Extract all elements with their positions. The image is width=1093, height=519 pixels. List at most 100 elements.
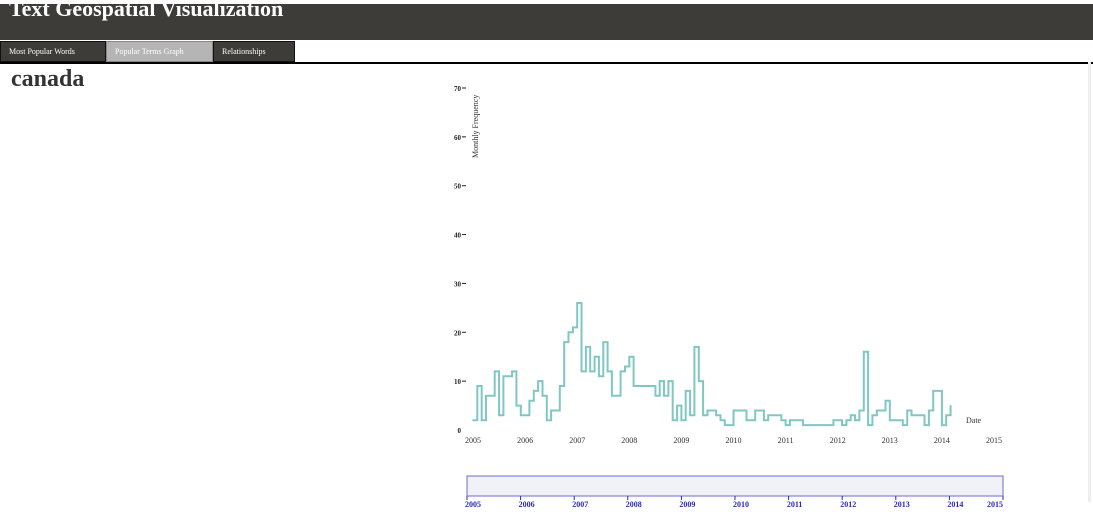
- data-point: [737, 409, 739, 412]
- data-point: [580, 370, 583, 373]
- data-point: [906, 409, 908, 412]
- data-point: [923, 424, 926, 426]
- data-point: [728, 424, 730, 426]
- data-point: [676, 404, 678, 407]
- data-point: [832, 419, 835, 422]
- data-point: [550, 409, 552, 412]
- data-point: [680, 419, 683, 422]
- data-point: [758, 409, 761, 412]
- y-tick-label: 70: [454, 85, 462, 93]
- data-point: [932, 390, 935, 392]
- brush-tick-label: 2014: [947, 500, 963, 509]
- data-point: [641, 385, 644, 387]
- data-point: [489, 395, 492, 397]
- tab-relationships[interactable]: Relationships: [213, 41, 295, 62]
- x-tick-label: 2011: [778, 436, 794, 445]
- x-axis-label: Date: [966, 416, 982, 425]
- data-point: [741, 409, 743, 412]
- data-point: [841, 424, 843, 426]
- data-point: [684, 390, 687, 392]
- data-point: [515, 404, 518, 407]
- data-point: [719, 419, 722, 422]
- data-point: [506, 375, 509, 378]
- data-point: [654, 395, 657, 397]
- data-point: [784, 424, 787, 426]
- data-point: [502, 375, 505, 378]
- data-point: [919, 414, 921, 417]
- data-point: [593, 355, 596, 358]
- brush-tick-label: 2005: [465, 500, 481, 509]
- data-point: [867, 424, 869, 426]
- data-point: [637, 385, 639, 387]
- data-point: [546, 419, 548, 422]
- data-point: [650, 385, 652, 387]
- data-point: [606, 370, 609, 373]
- data-point: [619, 370, 622, 373]
- brush-tick-label: 2008: [626, 500, 642, 509]
- app-header: Text Geospatial Visualization: [0, 0, 1093, 40]
- data-point: [671, 419, 674, 422]
- data-point: [806, 424, 809, 426]
- x-tick-label: 2015: [986, 436, 1002, 445]
- brush-axis: 2005 2006 2007 2008 2009 2010 2011 2012 2013 2014…: [465, 496, 1004, 509]
- x-tick-label: 2014: [934, 436, 950, 445]
- y-tick-label: 50: [454, 183, 462, 191]
- data-point: [710, 409, 713, 412]
- brush-tick-label: 2009: [679, 500, 695, 509]
- data-point: [828, 424, 830, 426]
- brush-tick-label: 2015: [987, 500, 1003, 509]
- data-point: [745, 419, 748, 422]
- brush-tick-label: 2006: [519, 500, 535, 509]
- data-point: [732, 409, 735, 412]
- data-point: [871, 414, 874, 417]
- brush-tick-label: 2013: [894, 500, 910, 509]
- x-tick-label: 2005: [465, 436, 481, 445]
- y-tick-label: 60: [454, 134, 462, 142]
- tab-bar: Most Popular Words Popular Terms Graph R…: [0, 40, 1093, 64]
- page-scrollbar[interactable]: [1088, 62, 1091, 502]
- data-point: [537, 380, 539, 382]
- data-point: [897, 419, 900, 422]
- data-point: [854, 419, 856, 422]
- x-tick-label: 2013: [882, 436, 898, 445]
- data-point: [789, 419, 791, 422]
- data-point: [902, 424, 904, 426]
- data-point: [559, 385, 561, 387]
- data-point: [836, 419, 839, 422]
- data-point: [815, 424, 817, 426]
- data-point: [615, 395, 618, 397]
- y-tick-label: 40: [454, 232, 462, 240]
- data-point: [554, 409, 557, 412]
- data-point: [576, 302, 578, 304]
- x-tick-label: 2012: [830, 436, 846, 445]
- y-tick-label: 20: [454, 329, 462, 337]
- data-point: [532, 390, 535, 392]
- tab-most-popular-words[interactable]: Most Popular Words: [0, 41, 106, 62]
- data-point: [936, 390, 939, 392]
- data-point: [928, 409, 930, 412]
- data-point: [528, 399, 531, 402]
- x-tick-label: 2009: [673, 436, 689, 445]
- data-point: [472, 419, 474, 422]
- time-brush[interactable]: [466, 475, 1004, 497]
- data-point: [541, 395, 544, 397]
- data-point: [724, 424, 726, 426]
- data-point: [893, 419, 895, 422]
- tab-popular-terms-graph[interactable]: Popular Terms Graph: [106, 41, 213, 62]
- data-point: [485, 395, 487, 397]
- data-point: [793, 419, 796, 422]
- data-point: [880, 409, 882, 412]
- data-point: [498, 414, 500, 417]
- data-point: [519, 414, 522, 417]
- data-point: [819, 424, 822, 426]
- data-point: [875, 409, 878, 412]
- series-line-canada: [473, 302, 952, 427]
- data-point: [845, 419, 848, 422]
- data-point: [849, 414, 852, 417]
- data-point: [667, 380, 670, 382]
- y-tick-label: 10: [454, 378, 462, 386]
- data-point: [810, 424, 813, 426]
- data-point: [910, 414, 913, 417]
- data-point: [572, 326, 574, 329]
- data-point: [941, 424, 943, 426]
